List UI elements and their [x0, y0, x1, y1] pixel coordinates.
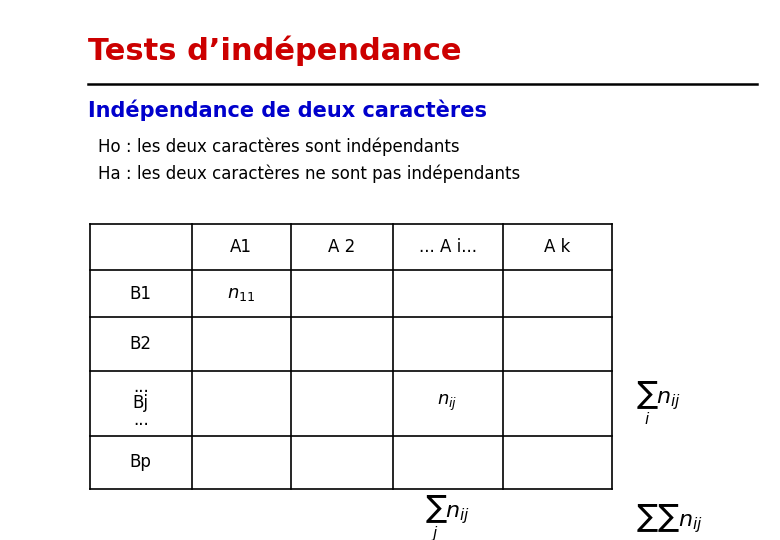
Text: $n_{11}$: $n_{11}$	[227, 285, 255, 302]
Text: $\sum_i n_{ij}$: $\sum_i n_{ij}$	[636, 380, 681, 427]
Text: A1: A1	[230, 238, 252, 256]
Text: ... A i...: ... A i...	[419, 238, 477, 256]
Text: A k: A k	[544, 238, 571, 256]
Text: $\sum\sum n_{ij}$: $\sum\sum n_{ij}$	[636, 502, 703, 535]
Text: Bj: Bj	[133, 394, 149, 413]
Text: Indépendance de deux caractères: Indépendance de deux caractères	[88, 100, 488, 122]
Text: ...: ...	[133, 410, 148, 429]
Text: $\sum_j n_{ij}$: $\sum_j n_{ij}$	[425, 493, 470, 540]
Text: A 2: A 2	[328, 238, 356, 256]
Text: Bp: Bp	[129, 453, 151, 471]
Text: ...: ...	[133, 378, 148, 396]
Text: Ho : les deux caractères sont indépendants: Ho : les deux caractères sont indépendan…	[98, 138, 459, 156]
Text: Ha : les deux caractères ne sont pas indépendants: Ha : les deux caractères ne sont pas ind…	[98, 165, 519, 183]
Text: Tests d’indépendance: Tests d’indépendance	[88, 35, 462, 65]
Text: B2: B2	[129, 335, 151, 353]
Text: B1: B1	[129, 285, 151, 302]
Text: $n_{ij}$: $n_{ij}$	[438, 393, 458, 414]
